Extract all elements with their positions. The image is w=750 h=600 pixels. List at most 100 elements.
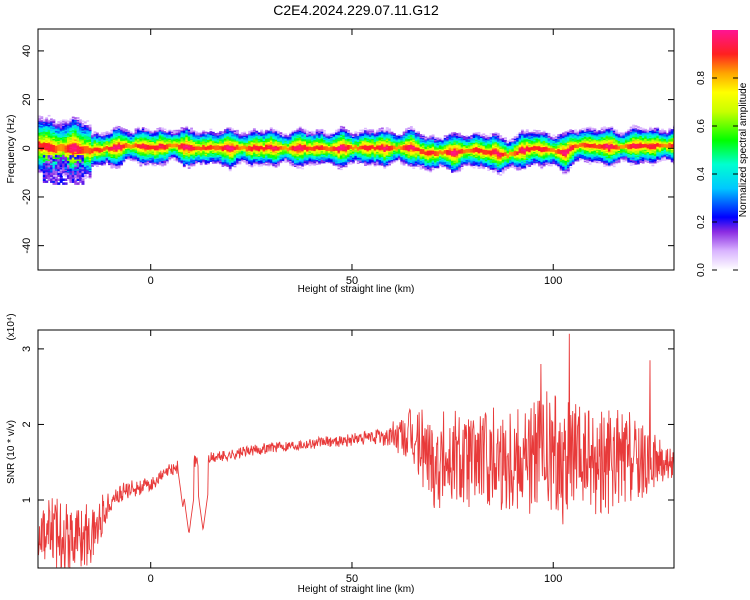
heatmap-cell — [187, 134, 191, 136]
heatmap-cell — [175, 146, 179, 149]
heatmap-cell — [69, 148, 73, 151]
heatmap-cell — [308, 136, 312, 139]
heatmap-cell — [81, 160, 85, 164]
heatmap-cell — [122, 130, 126, 133]
heatmap-cell — [139, 159, 143, 161]
heatmap-cell — [79, 131, 82, 134]
heatmap-cell — [117, 138, 121, 140]
heatmap-cell — [373, 155, 377, 157]
heatmap-cell — [380, 145, 384, 148]
heatmap-cell — [115, 136, 119, 139]
heatmap-cell — [257, 153, 261, 155]
heatmap-cell — [322, 154, 326, 157]
heatmap-cell — [117, 162, 121, 165]
heatmap-cell — [74, 136, 78, 139]
heatmap-cell — [289, 142, 292, 145]
heatmap-cell — [59, 149, 63, 152]
heatmap-cell — [194, 160, 198, 163]
heatmap-cell — [122, 145, 126, 147]
heatmap-cell — [52, 168, 56, 172]
heatmap-cell — [134, 160, 138, 162]
heatmap-cell — [257, 147, 261, 149]
heatmap-cell — [187, 163, 191, 166]
heatmap-cell — [301, 137, 305, 139]
heatmap-cell — [214, 133, 218, 135]
heatmap-cell — [269, 130, 273, 133]
heatmap-cell — [223, 161, 227, 164]
heatmap-cell — [318, 129, 321, 131]
heatmap-cell — [100, 156, 104, 159]
heatmap-cell — [313, 139, 317, 142]
heatmap-cell — [405, 156, 408, 158]
heatmap-cell — [187, 129, 191, 132]
heatmap-cell — [168, 143, 172, 145]
heatmap-cell — [207, 161, 210, 164]
heatmap-cell — [332, 144, 336, 147]
heatmap-cell — [194, 156, 198, 159]
heatmap-cell — [318, 142, 321, 145]
heatmap-cell — [108, 139, 111, 141]
heatmap-cell — [388, 135, 392, 138]
heatmap-cell — [223, 146, 227, 148]
heatmap-cell — [66, 122, 70, 125]
heatmap-cell — [308, 134, 312, 136]
heatmap-cell — [144, 163, 148, 165]
heatmap-cell — [134, 130, 138, 133]
heatmap-cell — [250, 153, 254, 156]
heatmap-cell — [231, 152, 235, 155]
heatmap-cell — [373, 141, 377, 144]
heatmap-cell — [64, 135, 68, 137]
heatmap-cell — [86, 140, 90, 143]
heatmap-cell — [69, 131, 73, 134]
heatmap-cell — [52, 139, 56, 142]
heatmap-cell — [380, 151, 384, 154]
heatmap-cell — [310, 161, 314, 163]
heatmap-cell — [347, 144, 350, 147]
heatmap-cell — [100, 154, 104, 156]
heatmap-cell — [166, 149, 169, 152]
heatmap-cell — [132, 136, 136, 139]
heatmap-cell — [226, 162, 230, 165]
heatmap-cell — [318, 157, 321, 159]
heatmap-cell — [207, 142, 210, 144]
heatmap-cell — [269, 135, 273, 138]
heatmap-cell — [146, 146, 150, 149]
heatmap-cell — [390, 132, 394, 135]
heatmap-cell — [281, 141, 285, 143]
heatmap-cell — [50, 166, 54, 170]
heatmap-cell — [93, 131, 97, 133]
heatmap-cell — [91, 139, 94, 142]
heatmap-cell — [335, 135, 338, 138]
heatmap-cell — [98, 138, 102, 141]
heatmap-cell — [385, 153, 389, 156]
heatmap-cell — [356, 134, 360, 137]
heatmap-cell — [342, 140, 346, 142]
heatmap-cell — [207, 150, 210, 153]
heatmap-cell — [88, 148, 92, 151]
heatmap-cell — [388, 150, 392, 153]
heatmap-cell — [252, 146, 256, 149]
heatmap-cell — [74, 125, 78, 128]
heatmap-cell — [308, 145, 312, 147]
heatmap-cell — [153, 157, 157, 159]
heatmap-cell — [122, 148, 126, 151]
heatmap-cell — [57, 157, 61, 160]
heatmap-cell — [103, 139, 107, 142]
heatmap-cell — [158, 156, 162, 159]
heatmap-cell — [274, 152, 278, 155]
heatmap-cell — [103, 145, 107, 148]
heatmap-cell — [79, 152, 82, 154]
heatmap-cell — [134, 140, 138, 143]
heatmap-cell — [81, 155, 85, 158]
heatmap-cell — [74, 166, 78, 170]
heatmap-cell — [105, 135, 109, 138]
heatmap-cell — [144, 134, 148, 136]
heatmap-cell — [281, 139, 285, 142]
heatmap-cell — [40, 170, 44, 173]
heatmap-cell — [76, 159, 80, 162]
heatmap-cell — [371, 143, 375, 146]
heatmap-cell — [349, 133, 353, 136]
heatmap-cell — [366, 152, 370, 155]
heatmap-cell — [134, 144, 138, 146]
heatmap-cell — [76, 124, 80, 127]
